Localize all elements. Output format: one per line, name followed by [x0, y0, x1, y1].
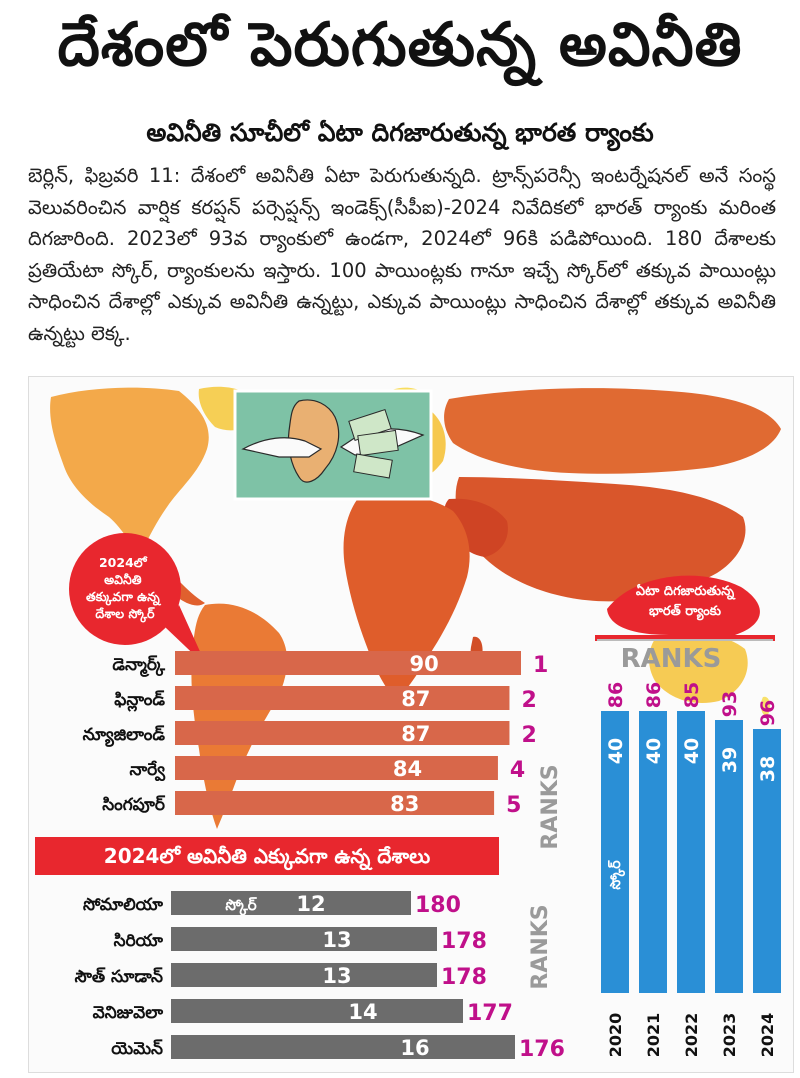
- score-bar: [171, 891, 411, 915]
- score-value: 84: [393, 757, 422, 781]
- high-corruption-bar-chart: సోమాలియా స్కోర్ 12 180 సిరియా 13 178 సౌత్ సూడాన…: [75, 891, 565, 1062]
- map-new-zealand: [760, 696, 770, 717]
- india-score-bar: [639, 711, 667, 993]
- score-bar: [171, 927, 437, 951]
- india-score-bar: [601, 711, 629, 993]
- year-label: 2023: [720, 1013, 739, 1058]
- india-rank-bar-chart: 86 40 2020 86 40 2021 85 40 2022 93 39 2023 96 38 2024…: [601, 682, 781, 1057]
- india-rank-value: 93: [719, 691, 741, 717]
- india-score-value: 40: [681, 738, 703, 764]
- low-corruption-callout: 2024లో అవినీతి తక్కువగా ఉన్న దేశాల స్కోర…: [69, 533, 207, 667]
- year-label: 2021: [644, 1013, 663, 1058]
- score-value: 13: [322, 928, 351, 952]
- svg-text:2024లో అవినీతి: 2024లో అవినీతి తక్కువగా ఉన్న దేశాల స్కోర…: [86, 555, 164, 623]
- india-chart-frame: [595, 635, 775, 641]
- rank-value: 1: [533, 653, 548, 678]
- score-bar: [171, 963, 437, 987]
- score-bar: [171, 999, 463, 1023]
- score-value: 87: [401, 722, 430, 746]
- india-score-value: 39: [719, 747, 741, 773]
- india-rank-value: 96: [757, 700, 779, 726]
- high-corruption-title-banner: [35, 837, 499, 875]
- article-body: బెర్లిన్, ఫిబ్రవరి 11: దేశంలో అవినీతి ఏట…: [28, 164, 776, 345]
- score-bar: [175, 686, 510, 710]
- score-value: 14: [348, 1000, 377, 1024]
- rank-value: 2: [521, 688, 536, 713]
- svg-text:ఏటా దిగజారుతున్న: ఏటా దిగజారుతున్న: [636, 583, 737, 600]
- score-value: 13: [322, 964, 351, 988]
- india-rank-callout: ఏటా దిగజారుతున్న భారత్ ర్యాంకు: [607, 575, 760, 635]
- map-asia: [455, 477, 746, 602]
- india-score-value: 40: [643, 738, 665, 764]
- india-score-value: 38: [757, 756, 779, 782]
- high-corruption-title: 2024లో అవినీతి ఎక్కువగా ఉన్న దేశాలు: [104, 844, 430, 871]
- low-corruption-bar-chart: డెన్మార్క్ 90 1 ఫిన్లాండ్ 87 2 న్యూజిలాండ్ 87 2 న…: [83, 651, 548, 818]
- svg-text:భారత్ ర్యాంకు: భారత్ ర్యాంకు: [649, 603, 722, 621]
- rank-value: 178: [441, 965, 487, 990]
- rank-value: 176: [519, 1037, 565, 1062]
- score-legend-label: స్కోర్: [225, 896, 257, 916]
- score-value: 12: [296, 892, 325, 916]
- year-label: 2020: [606, 1013, 625, 1058]
- map-africa: [343, 494, 470, 701]
- infographic-panel: 2024లో అవినీతి తక్కువగా ఉన్న దేశాల స్కోర…: [28, 376, 794, 1073]
- map-australia: [649, 633, 748, 703]
- india-score-bar: [715, 720, 743, 993]
- india-ranks-header: RANKS: [621, 644, 722, 674]
- score-value: 16: [400, 1036, 429, 1060]
- subheadline: అవినీతి సూచీలో ఏటా దిగజారుతున్న భారత ర్య…: [146, 118, 654, 147]
- country-label: న్యూజిలాండ్: [83, 725, 166, 747]
- chart2-ranks-axis-label: RANKS: [528, 904, 553, 989]
- rank-value: 5: [506, 793, 521, 818]
- ranks-header-line: [597, 639, 773, 641]
- map-russia: [444, 388, 781, 474]
- rank-value: 2: [521, 723, 536, 748]
- headline: దేశంలో పెరుగుతున్న అవినీతి: [57, 10, 743, 80]
- charts-layer: 2024లో అవినీతి తక్కువగా ఉన్న దేశాల స్కోర…: [35, 533, 781, 1062]
- year-label: 2024: [758, 1013, 777, 1058]
- rank-value: 4: [510, 758, 525, 783]
- score-value: 87: [401, 687, 430, 711]
- country-label: వెనిజువెలా: [93, 1003, 164, 1023]
- rank-value: 177: [467, 1001, 513, 1026]
- india-score-bar: [677, 711, 705, 993]
- score-value: 90: [410, 652, 439, 676]
- country-label: సోమాలియా: [83, 895, 164, 915]
- score-bar: [175, 721, 510, 745]
- india-score-bar: [753, 729, 781, 993]
- country-label: సింగపూర్: [102, 795, 166, 815]
- country-label: నార్వే: [129, 760, 166, 782]
- india-rank-value: 85: [681, 682, 703, 708]
- country-label: డెన్మార్క్: [112, 655, 165, 677]
- india-score-value: 40: [605, 738, 627, 764]
- country-label: సిరియా: [114, 931, 164, 951]
- score-bar: [175, 756, 498, 780]
- country-label: ఫిన్లాండ్: [114, 690, 165, 712]
- country-label: యెమెన్: [111, 1039, 163, 1059]
- year-label: 2022: [682, 1013, 701, 1058]
- score-value: 83: [390, 792, 419, 816]
- country-label: సౌత్ సూడాన్: [75, 967, 163, 987]
- score-bar: [175, 791, 495, 815]
- rank-value: 180: [415, 893, 461, 918]
- world-map-graphic: [50, 386, 781, 829]
- score-bar: [175, 651, 521, 675]
- chart1-ranks-axis-label: RANKS: [538, 764, 563, 849]
- india-rank-value: 86: [605, 682, 627, 708]
- map-north-america: [50, 387, 209, 553]
- india-rank-value: 86: [643, 682, 665, 708]
- bribe-handshake-illustration: [233, 389, 433, 501]
- india-series-label: స్కోర్: [607, 860, 625, 890]
- rank-value: 178: [441, 929, 487, 954]
- score-bar: [171, 1035, 515, 1059]
